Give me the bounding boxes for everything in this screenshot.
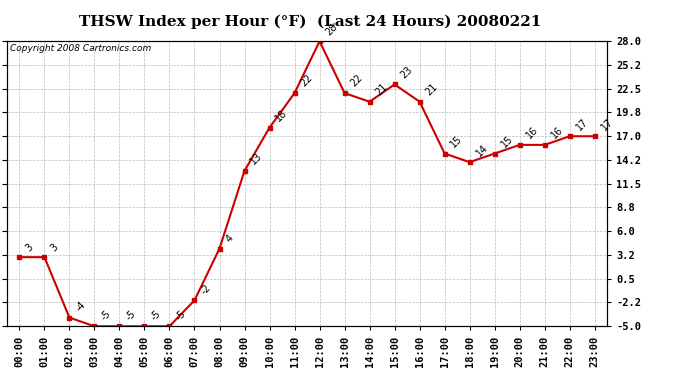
Text: 18: 18	[274, 108, 289, 123]
Text: -5: -5	[148, 308, 163, 322]
Text: 3: 3	[23, 242, 35, 253]
Text: 23: 23	[399, 64, 415, 80]
Text: -5: -5	[174, 308, 188, 322]
Text: 17: 17	[599, 116, 615, 132]
Text: 21: 21	[374, 82, 390, 98]
Text: 22: 22	[348, 73, 364, 89]
Text: THSW Index per Hour (°F)  (Last 24 Hours) 20080221: THSW Index per Hour (°F) (Last 24 Hours)…	[79, 15, 542, 29]
Text: 15: 15	[448, 134, 464, 149]
Text: 4: 4	[224, 233, 235, 244]
Text: -4: -4	[74, 300, 88, 314]
Text: 14: 14	[474, 142, 489, 158]
Text: 17: 17	[574, 116, 590, 132]
Text: 15: 15	[499, 134, 515, 149]
Text: 16: 16	[549, 125, 564, 141]
Text: 28: 28	[324, 21, 339, 37]
Text: 13: 13	[248, 151, 264, 166]
Text: -5: -5	[124, 308, 137, 322]
Text: -2: -2	[199, 282, 213, 296]
Text: 22: 22	[299, 73, 315, 89]
Text: 3: 3	[48, 242, 60, 253]
Text: -5: -5	[99, 308, 112, 322]
Text: 16: 16	[524, 125, 540, 141]
Text: Copyright 2008 Cartronics.com: Copyright 2008 Cartronics.com	[10, 44, 151, 53]
Text: 21: 21	[424, 82, 440, 98]
